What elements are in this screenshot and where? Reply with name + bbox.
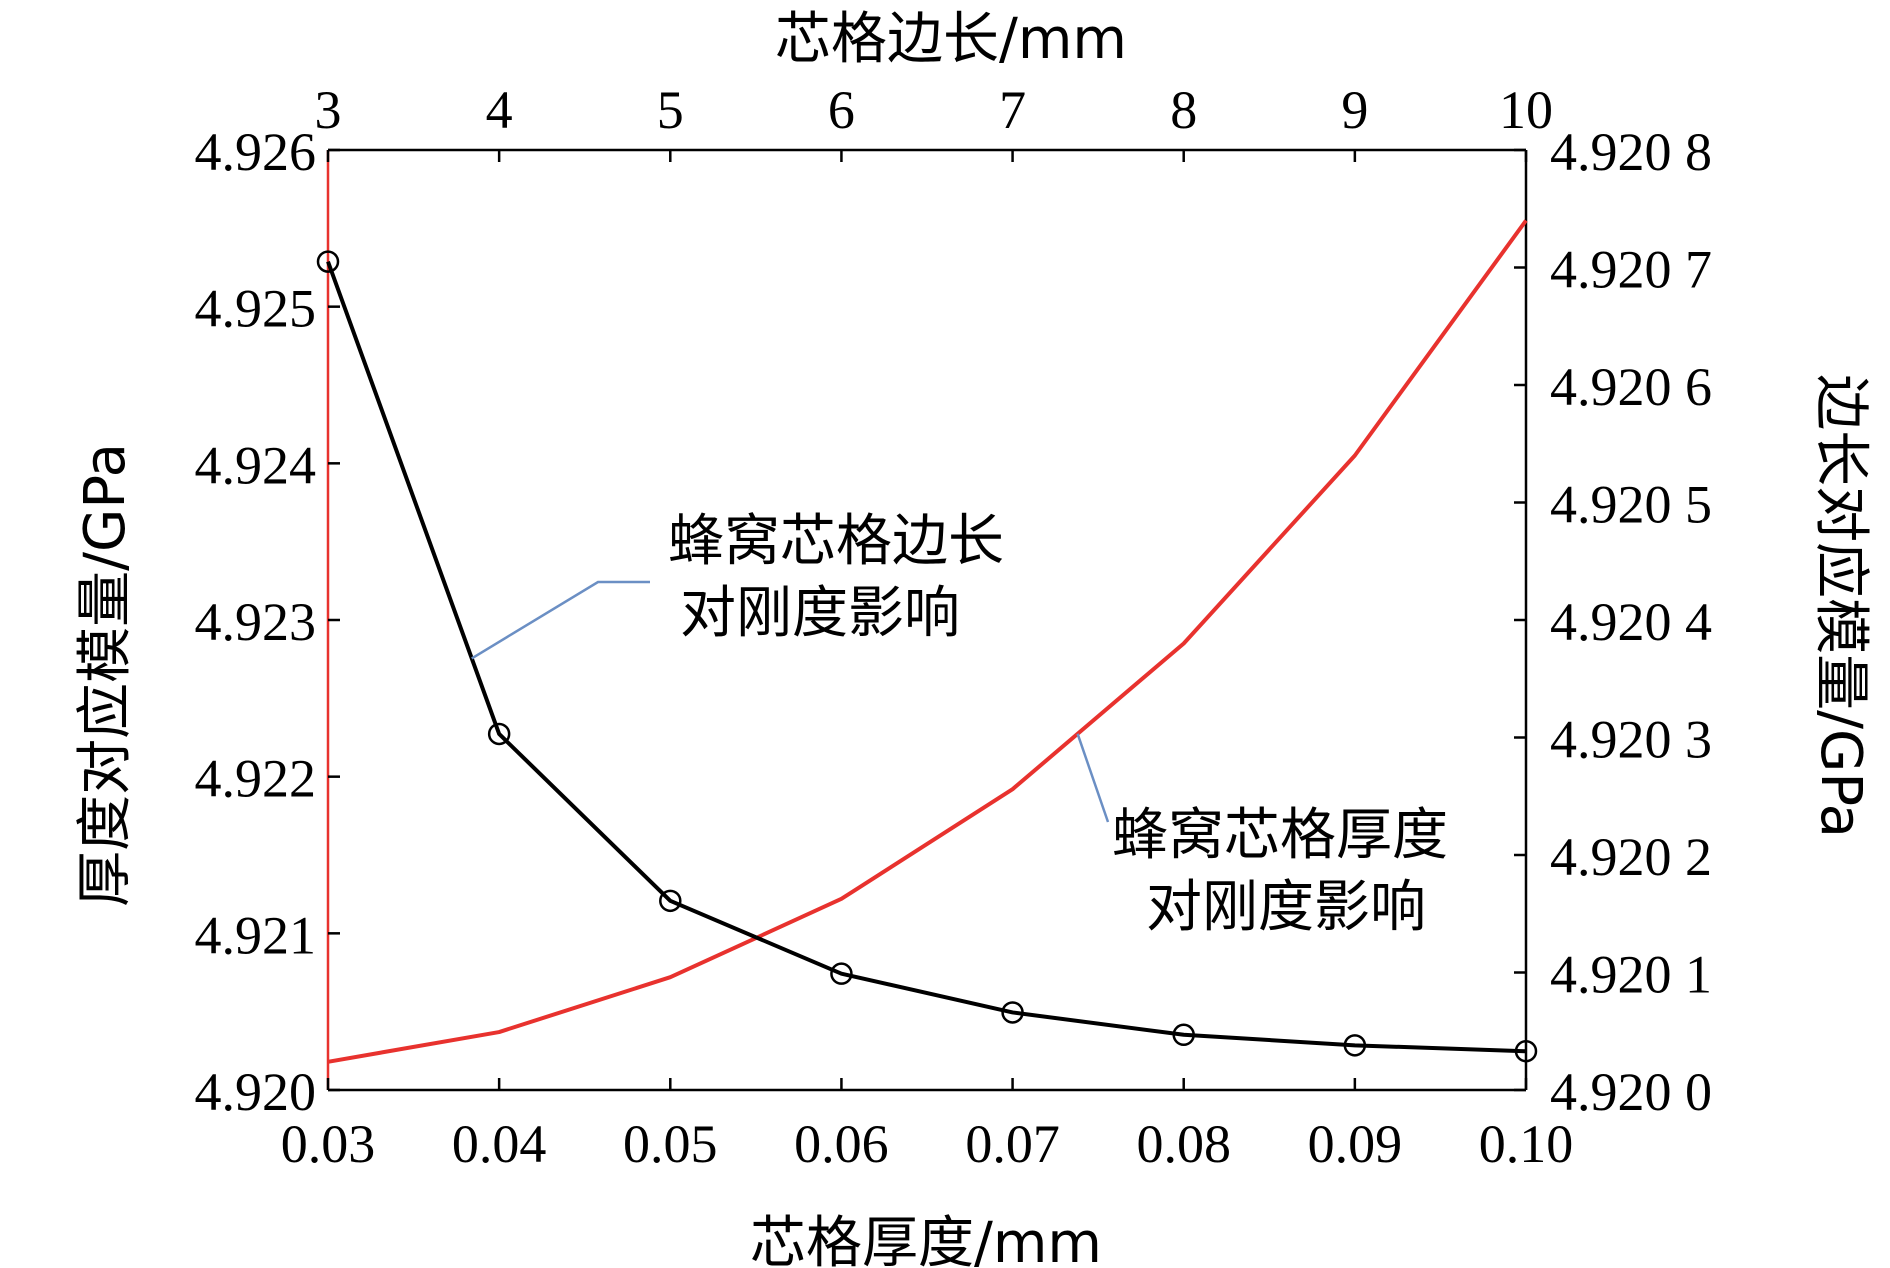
top-tick-label: 3 [315,80,342,140]
left-tick-label: 4.925 [195,279,317,339]
left-tick-label: 4.926 [195,122,317,182]
series-length-marker [1001,1001,1024,1024]
left-axis-title: 厚度对应模量/GPa [73,443,138,907]
series-length-marker [316,250,340,273]
annotation-thickness-line2: 对刚度影响 [1146,875,1426,940]
right-tick-label: 4.920 4 [1550,592,1712,652]
right-tick-label: 4.920 5 [1550,475,1712,535]
top-tick-label: 8 [1170,80,1197,140]
right-tick-label: 4.920 0 [1550,1062,1712,1122]
bottom-tick-label: 0.08 [1136,1114,1231,1174]
left-tick-label: 4.920 [195,1062,317,1122]
right-tick-label: 4.920 1 [1550,945,1712,1005]
top-tick-label: 6 [828,80,855,140]
left-axis-ticks: 4.920 4.921 4.922 4.923 4.924 4.925 4.926 [195,122,340,1122]
top-tick-label: 10 [1499,80,1553,140]
right-axis-ticks: 4.920 0 4.920 1 4.920 2 4.920 3 4.920 4 4.920… [1514,122,1712,1122]
right-axis-title: 边长对应模量/GPa [1808,374,1873,838]
top-axis-title: 芯格边长/mm [775,7,1127,72]
series-thickness-line [327,219,1528,1064]
annotation-length-line1: 蜂窝芯格边长 [668,509,1004,574]
left-tick-label: 4.923 [195,592,317,652]
top-tick-label: 5 [657,80,684,140]
left-tick-label: 4.924 [195,435,317,495]
series-length-marker [1343,1034,1367,1057]
bottom-tick-label: 0.09 [1308,1114,1403,1174]
bottom-tick-label: 0.07 [965,1114,1060,1174]
series-length-marker [1514,1039,1538,1063]
series-length-marker [487,722,511,746]
right-tick-label: 4.920 7 [1550,240,1712,300]
right-tick-label: 4.920 8 [1550,122,1712,182]
left-tick-label: 4.922 [195,749,317,809]
annotation-layer: 蜂窝芯格边长 对刚度影响 蜂窝芯格厚度 对刚度影响 [471,509,1448,940]
right-tick-label: 4.920 3 [1550,710,1712,770]
series-length-line [326,260,1527,1054]
series-length-marker [1172,1023,1195,1047]
right-tick-label: 4.920 6 [1550,357,1712,417]
series-layer [316,219,1538,1064]
bottom-tick-label: 0.04 [452,1114,547,1174]
series-length-marker [830,962,853,985]
bottom-axis-title: 芯格厚度/mm [750,1211,1102,1268]
top-tick-label: 7 [999,80,1026,140]
top-tick-label: 4 [486,80,513,140]
bottom-tick-label: 0.05 [623,1114,718,1174]
series-length-marker [659,889,682,913]
bottom-tick-label: 0.03 [281,1114,376,1174]
right-tick-label: 4.920 2 [1550,827,1712,887]
annotation-length-leader [471,580,650,660]
annotation-thickness-leader [1076,733,1110,823]
bottom-tick-label: 0.06 [794,1114,889,1174]
annotation-length-line2: 对刚度影响 [680,581,960,646]
bottom-axis-ticks: 0.03 0.04 0.05 0.06 0.07 0.08 0.09 0.10 [281,1078,1574,1174]
left-tick-label: 4.921 [195,905,317,965]
bottom-tick-label: 0.10 [1479,1114,1574,1174]
top-tick-label: 9 [1341,80,1368,140]
top-axis-ticks: 3 4 5 6 7 8 9 10 [315,80,1553,162]
annotation-thickness-line1: 蜂窝芯格厚度 [1112,803,1448,868]
